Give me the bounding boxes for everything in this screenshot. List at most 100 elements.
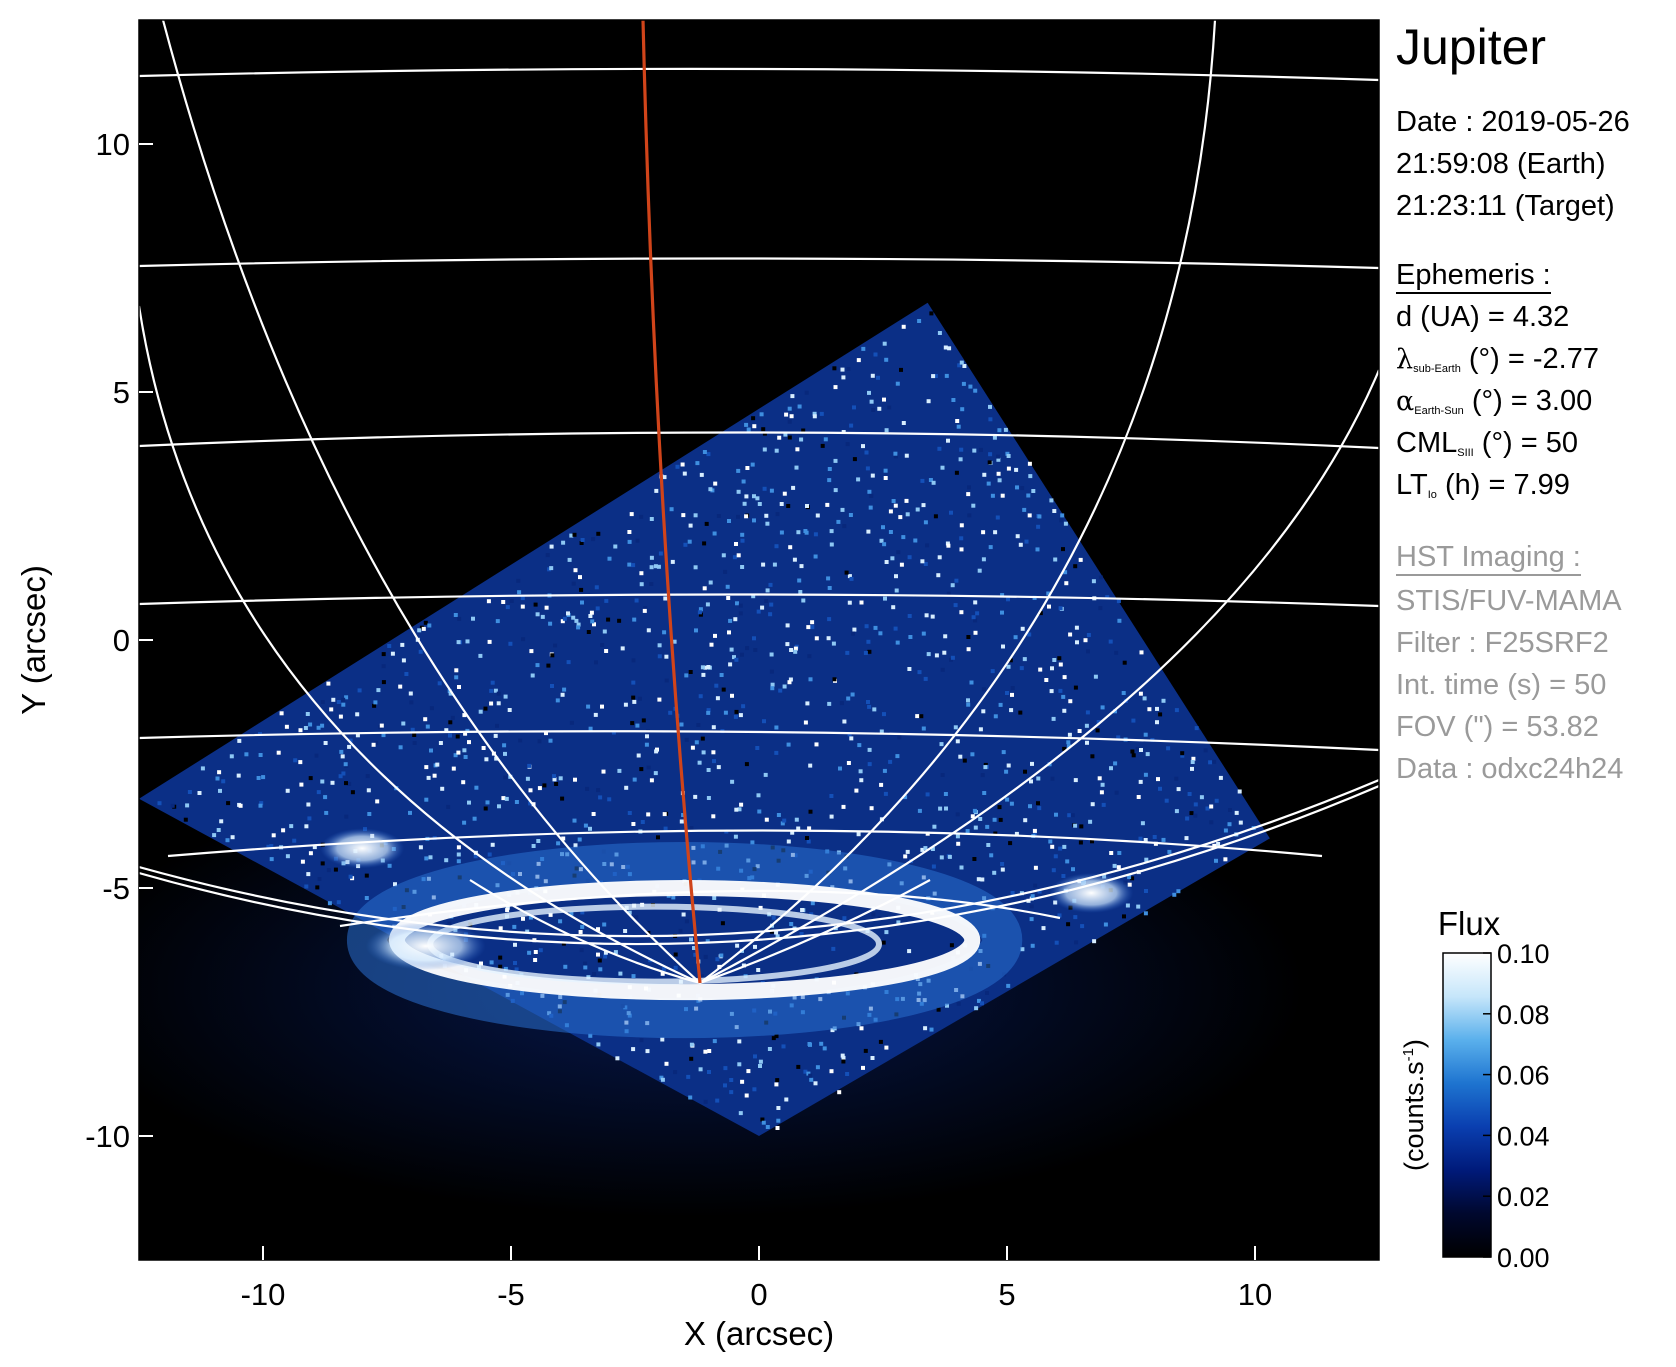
noise-pixel: [975, 611, 980, 616]
noise-pixel: [1000, 867, 1005, 872]
noise-pixel: [1068, 699, 1073, 704]
noise-pixel: [646, 765, 651, 770]
noise-pixel: [489, 960, 494, 965]
noise-pixel: [869, 806, 874, 811]
noise-pixel: [739, 802, 744, 807]
noise-pixel: [660, 971, 665, 976]
noise-pixel: [1066, 740, 1071, 745]
noise-pixel: [237, 738, 242, 743]
noise-pixel: [527, 763, 532, 768]
noise-pixel: [596, 531, 601, 536]
noise-pixel: [617, 618, 622, 623]
noise-pixel: [946, 543, 951, 548]
x-tick-label: -5: [497, 1277, 525, 1312]
noise-pixel: [1208, 760, 1213, 765]
noise-pixel: [800, 908, 805, 912]
noise-pixel: [756, 609, 761, 614]
noise-pixel: [347, 781, 352, 786]
noise-pixel: [357, 688, 362, 693]
noise-pixel: [333, 867, 338, 872]
noise-pixel: [847, 600, 852, 605]
noise-pixel: [678, 928, 683, 933]
noise-pixel: [1199, 795, 1204, 800]
noise-pixel: [1174, 708, 1179, 713]
noise-pixel: [993, 530, 998, 535]
noise-pixel: [1067, 813, 1072, 818]
noise-pixel: [947, 346, 952, 351]
noise-pixel: [520, 596, 525, 601]
noise-pixel: [970, 814, 975, 819]
noise-pixel: [604, 649, 609, 653]
noise-pixel: [920, 847, 925, 852]
noise-pixel: [950, 583, 955, 588]
noise-pixel: [579, 587, 584, 592]
noise-pixel: [733, 617, 738, 622]
noise-pixel: [393, 882, 397, 887]
noise-pixel: [833, 385, 838, 390]
noise-pixel: [690, 745, 695, 750]
instrument-line: STIS/FUV-MAMA: [1396, 585, 1622, 617]
noise-pixel: [598, 967, 603, 972]
noise-pixel: [258, 803, 263, 808]
noise-pixel: [576, 622, 581, 627]
noise-pixel: [736, 553, 741, 558]
noise-pixel: [768, 612, 773, 617]
noise-pixel: [719, 673, 724, 677]
noise-pixel: [672, 639, 677, 644]
noise-pixel: [456, 845, 461, 850]
noise-pixel: [505, 908, 510, 913]
noise-pixel: [978, 817, 983, 821]
noise-pixel: [870, 473, 875, 478]
noise-pixel: [437, 681, 442, 686]
noise-pixel: [974, 1006, 979, 1011]
noise-pixel: [642, 608, 647, 613]
noise-pixel: [755, 496, 760, 501]
noise-pixel: [1209, 804, 1214, 809]
noise-pixel: [687, 539, 692, 544]
noise-pixel: [350, 790, 355, 795]
noise-pixel: [400, 642, 405, 647]
noise-pixel: [970, 752, 975, 757]
noise-pixel: [845, 442, 850, 447]
noise-pixel: [607, 797, 612, 802]
noise-pixel: [1125, 903, 1130, 908]
noise-pixel: [326, 681, 331, 686]
noise-pixel: [771, 915, 776, 920]
noise-pixel: [939, 855, 944, 860]
noise-pixel: [571, 615, 576, 620]
noise-pixel: [981, 530, 986, 535]
noise-pixel: [631, 695, 636, 700]
noise-pixel: [1060, 513, 1065, 518]
noise-pixel: [187, 790, 192, 794]
x-axis-label: X (arcsec): [684, 1315, 834, 1352]
noise-pixel: [339, 749, 344, 754]
noise-pixel: [760, 1117, 765, 1122]
noise-pixel: [463, 731, 468, 736]
noise-pixel: [493, 688, 498, 693]
noise-pixel: [1172, 892, 1177, 897]
noise-pixel: [355, 733, 360, 738]
noise-pixel: [1144, 857, 1149, 862]
noise-pixel: [536, 839, 541, 843]
noise-pixel: [660, 1037, 665, 1042]
noise-pixel: [1053, 557, 1058, 562]
noise-pixel: [586, 704, 591, 709]
noise-pixel: [769, 488, 774, 493]
noise-pixel: [992, 817, 997, 822]
noise-pixel: [479, 961, 483, 966]
noise-pixel: [230, 835, 235, 840]
noise-pixel: [1058, 606, 1063, 611]
noise-pixel: [715, 696, 720, 701]
noise-pixel: [878, 1039, 883, 1044]
noise-pixel: [635, 538, 640, 543]
bright-spot: [320, 828, 405, 869]
noise-pixel: [852, 627, 857, 632]
noise-pixel: [398, 745, 403, 750]
noise-pixel: [960, 407, 965, 412]
noise-pixel: [738, 1111, 743, 1116]
noise-pixel: [923, 520, 928, 525]
noise-pixel: [344, 814, 349, 819]
noise-pixel: [978, 727, 983, 732]
noise-pixel: [703, 665, 708, 670]
noise-pixel: [550, 653, 555, 658]
